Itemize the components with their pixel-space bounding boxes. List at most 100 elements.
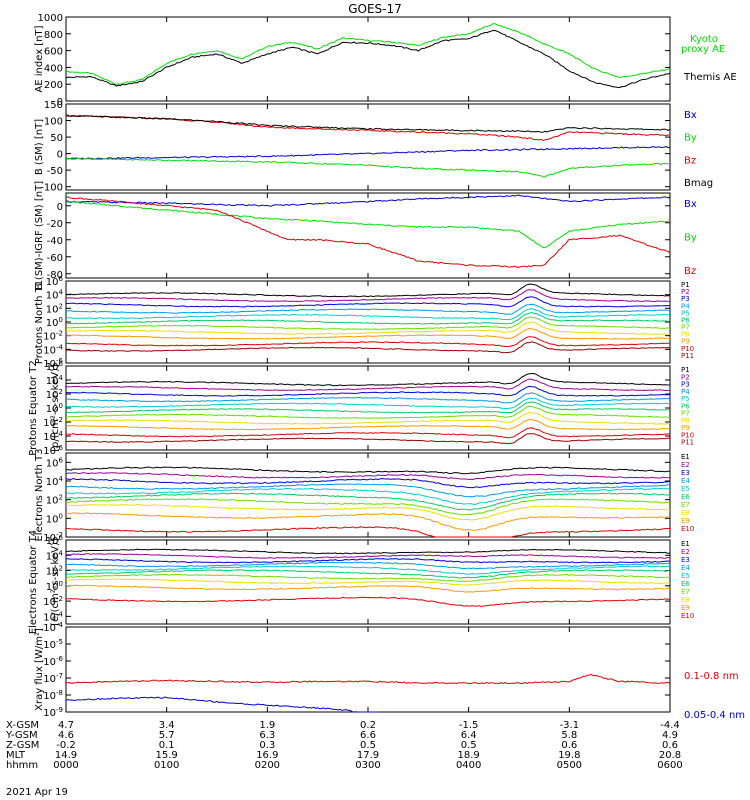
legend-item: P9 — [681, 424, 690, 432]
channel-line-3 — [65, 561, 671, 570]
y-tick-label: -60 — [47, 253, 63, 264]
y-axis-label: Xray flux [W/m²] — [34, 628, 45, 711]
legend-item: P10 — [681, 431, 694, 439]
bottom-cell: 3.4 — [159, 720, 175, 731]
y-tick-label: -80 — [47, 270, 63, 281]
y-tick-label: 10-9 — [43, 706, 63, 719]
y-tick-label: -50 — [47, 166, 63, 177]
channel-line-0 — [65, 466, 670, 475]
bottom-cell: -1.5 — [459, 720, 479, 731]
bottom-cell: 0.3 — [259, 740, 275, 751]
y-tick-label: 10-4 — [43, 621, 63, 634]
channel-line-7 — [66, 578, 671, 586]
y-tick-label: 800 — [44, 30, 63, 41]
legend-item: By — [684, 133, 697, 144]
y-tick-label: 0 — [57, 97, 63, 108]
channel-line-5 — [66, 401, 671, 414]
bottom-cell: 17.9 — [357, 750, 379, 761]
legend-item: P11 — [681, 352, 694, 360]
channel-line-10 — [65, 341, 671, 354]
series-line-0 — [65, 194, 671, 207]
y-tick-label: 100 — [46, 316, 63, 329]
panel-frame — [65, 103, 671, 191]
legend-item: P8 — [681, 331, 690, 339]
bottom-cell: 0.5 — [360, 740, 376, 751]
date-label: 2021 Apr 19 — [6, 787, 68, 798]
bottom-cell: 0200 — [255, 760, 280, 771]
bottom-row-label: hhmm — [6, 760, 38, 771]
legend-item: P6 — [681, 402, 690, 410]
y-tick-label: 106 — [46, 456, 64, 469]
chart-title: GOES-17 — [348, 2, 402, 16]
legend-item: P3 — [681, 381, 690, 389]
series-line-2 — [65, 196, 671, 268]
channel-line-8 — [65, 584, 671, 593]
y-axis-label: AE index [nT] — [34, 25, 45, 92]
legend-item: E5 — [681, 485, 690, 493]
y-axis-label: Protons North T1 — [34, 280, 45, 364]
y-unit-label: [e/(cm²-s-sr-keV)] — [50, 538, 61, 626]
panel-frame — [65, 452, 671, 538]
channel-line-1 — [65, 553, 671, 559]
channel-line-5 — [65, 569, 671, 579]
panel-bsmigrf: -80 -60 -40 -20 0 B (SM)-IGRF (SM) [nT] Bx By Bz — [34, 181, 697, 290]
legend-item: Bx — [684, 199, 697, 210]
channel-line-5 — [65, 492, 671, 511]
legend-item: Bmag — [684, 178, 713, 189]
legend-item: E7 — [681, 588, 690, 596]
legend-item: By — [684, 233, 697, 244]
series-line-0 — [65, 23, 671, 85]
legend-item: P8 — [681, 417, 690, 425]
channel-line-7 — [65, 503, 670, 521]
bottom-cell: 16.9 — [256, 750, 278, 761]
y-tick-label: 50 — [50, 133, 63, 144]
channel-line-7 — [65, 411, 671, 425]
legend-item: P1 — [681, 281, 690, 289]
channel-line-6 — [65, 573, 670, 582]
channel-line-0 — [65, 283, 671, 298]
bottom-cell: 4.6 — [58, 730, 74, 741]
bottom-cell: 0.5 — [461, 740, 477, 751]
legend-item: P2 — [681, 288, 690, 296]
bottom-cell: 5.7 — [159, 730, 175, 741]
bottom-cell: 6.6 — [360, 730, 376, 741]
bottom-cell: -0.2 — [56, 740, 76, 751]
bottom-cell: 19.8 — [558, 750, 580, 761]
y-tick-label: 0 — [57, 150, 63, 161]
channel-line-4 — [65, 308, 671, 321]
y-tick-label: 600 — [44, 47, 63, 58]
y-axis-label: B (SM) [nT] — [34, 119, 45, 175]
channel-line-3 — [65, 483, 671, 498]
series-line-3 — [65, 114, 671, 133]
channel-line-1 — [65, 472, 671, 481]
panel-frame — [65, 626, 671, 713]
legend-item: P3 — [681, 295, 690, 303]
bottom-cell: 6.3 — [259, 730, 275, 741]
y-tick-label: 100 — [46, 512, 63, 525]
y-axis-label: Electrons Equator T4 — [28, 530, 39, 634]
channel-line-3 — [65, 392, 671, 404]
legend-item: E1 — [681, 540, 690, 548]
series-line-1 — [65, 696, 379, 713]
legend-item: E9 — [681, 604, 690, 612]
y-tick-label: 10-7 — [43, 672, 63, 685]
bottom-cell: 0100 — [154, 760, 179, 771]
y-tick-label: 102 — [46, 494, 63, 507]
bottom-cell: 0400 — [456, 760, 481, 771]
legend-item: E2 — [681, 548, 690, 556]
legend-item: P4 — [681, 302, 690, 310]
channel-line-9 — [65, 596, 671, 607]
legend-item: E3 — [681, 469, 690, 477]
channel-line-3 — [66, 303, 671, 315]
bottom-row-label: Y-GSM — [5, 730, 38, 741]
y-tick-label: 1000 — [38, 13, 63, 24]
series-line-0 — [65, 145, 671, 160]
series-line-0 — [65, 673, 671, 685]
